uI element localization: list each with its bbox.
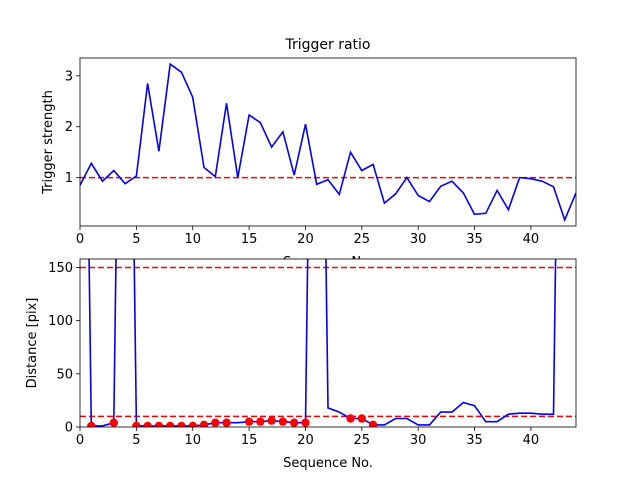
y-tick-label: 3: [65, 69, 73, 84]
bottom-axes-frame: [79, 258, 577, 428]
data-marker: [143, 421, 152, 427]
bottom-y-axis-label: Distance [pix]: [25, 298, 40, 389]
data-marker: [244, 417, 254, 426]
x-tick-label: 5: [132, 232, 140, 247]
data-marker: [154, 421, 164, 427]
data-marker: [278, 417, 288, 426]
data-marker: [165, 421, 175, 427]
bottom-x-ticks: 0 5 10 15 20 25 30 35 40: [76, 427, 539, 448]
data-marker: [188, 421, 197, 427]
top-x-ticks: 0 5 10 15 20 25 30 35 40: [76, 226, 539, 247]
data-marker: [132, 421, 141, 427]
x-tick-label: 15: [241, 232, 258, 247]
x-tick-label: 15: [241, 433, 258, 448]
x-tick-label: 40: [523, 433, 540, 448]
data-marker: [256, 417, 265, 426]
x-tick-label: 25: [354, 232, 371, 247]
x-tick-label: 20: [297, 433, 314, 448]
bottom-threshold-lines: [80, 266, 576, 418]
bottom-markers: [87, 414, 378, 427]
top-chart-title: Trigger ratio: [284, 37, 370, 53]
x-tick-label: 30: [410, 232, 427, 247]
data-marker: [222, 418, 231, 427]
x-tick-label: 0: [76, 232, 84, 247]
data-marker: [346, 414, 355, 423]
bottom-y-ticks: 0 50 100 150: [48, 261, 80, 436]
x-tick-label: 5: [132, 433, 140, 448]
x-tick-label: 30: [410, 433, 427, 448]
x-tick-label: 25: [354, 433, 371, 448]
data-marker: [177, 421, 186, 427]
data-marker: [87, 421, 96, 427]
y-tick-label: 150: [48, 261, 73, 276]
x-tick-label: 40: [523, 232, 540, 247]
data-marker: [301, 418, 310, 427]
x-tick-label: 10: [184, 232, 201, 247]
x-tick-label: 0: [76, 433, 84, 448]
y-tick-label: 2: [65, 120, 73, 135]
data-marker: [357, 414, 367, 423]
x-tick-label: 35: [466, 433, 483, 448]
data-marker: [289, 418, 299, 427]
top-y-ticks: 1 2 3: [65, 69, 80, 186]
data-marker: [199, 420, 209, 427]
y-tick-label: 1: [65, 171, 73, 186]
y-tick-label: 0: [65, 421, 73, 436]
top-axes-frame: [79, 57, 577, 227]
x-tick-label: 35: [466, 232, 483, 247]
bottom-x-axis-label: Sequence No.: [283, 456, 373, 471]
x-tick-label: 20: [297, 232, 314, 247]
data-marker: [211, 418, 220, 427]
data-marker: [368, 420, 378, 427]
x-tick-label: 10: [184, 433, 201, 448]
data-marker: [109, 418, 119, 427]
data-marker: [267, 416, 276, 425]
top-y-axis-label: Trigger strength: [41, 90, 56, 195]
y-tick-label: 100: [48, 314, 73, 329]
top-series-line: [80, 62, 576, 223]
y-tick-label: 50: [56, 367, 73, 382]
